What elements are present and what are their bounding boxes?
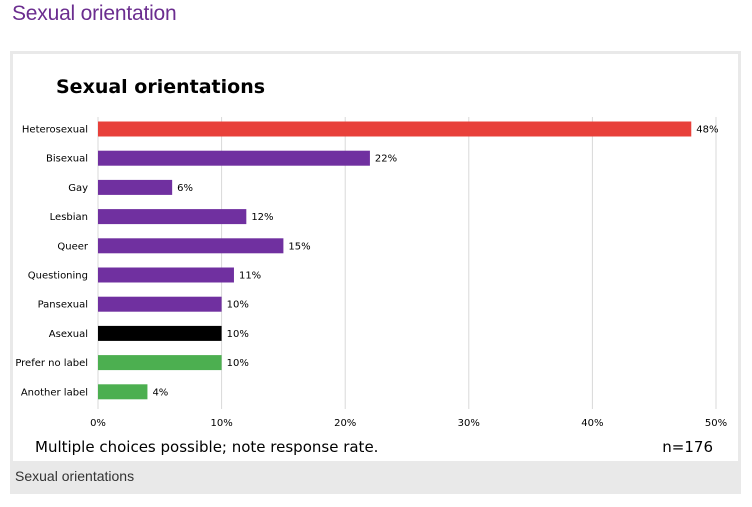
category-label: Pansexual [38,300,88,311]
page-title: Sexual orientation [12,2,177,25]
category-labels: Heterosexual Bisexual Gay Lesbian Queer Quest… [15,125,89,399]
category-label: Queer [57,241,89,252]
data-label: 4% [152,387,168,398]
data-label: 6% [177,183,193,194]
data-label: 22% [375,154,397,165]
data-label: 10% [227,300,249,311]
x-tick-label: 50% [705,418,727,429]
data-label: 11% [239,271,261,282]
chart-note: Multiple choices possible; note response… [35,438,378,456]
figure-caption: Sexual orientations [15,468,135,484]
bar-questioning [98,267,234,283]
x-tick-label: 30% [458,418,480,429]
chart-panel: Sexual orientations Heterosexual Bisexual… [13,54,738,461]
bar-lesbian [98,209,247,225]
bar-gay [98,179,173,195]
category-label: Lesbian [50,212,88,223]
sample-size: n=176 [662,438,713,456]
data-label: 10% [227,329,249,340]
data-label: 15% [288,241,310,252]
category-label: Gay [68,183,88,194]
category-label: Bisexual [46,154,88,165]
bar-heterosexual [98,121,692,137]
bar-chart: Sexual orientations Heterosexual Bisexual… [15,76,727,456]
bars [98,121,692,400]
data-label: 10% [227,358,249,369]
category-label: Another label [21,387,88,398]
bar-asexual [98,325,222,341]
data-label: 48% [696,125,718,136]
data-labels: 48% 22% 6% 12% 15% 11% 10% 10% 10% 4% [152,125,718,399]
category-label: Asexual [49,329,88,340]
bar-bisexual [98,150,370,166]
x-tick-label: 0% [90,418,106,429]
category-label: Prefer no label [15,358,88,369]
data-label: 12% [251,212,273,223]
x-tick-label: 20% [334,418,356,429]
chart-title: Sexual orientations [56,76,265,98]
bar-queer [98,238,284,254]
x-axis-tick-labels: 0% 10% 20% 30% 40% 50% [90,418,727,429]
bar-prefer-no-label [98,355,222,371]
bar-another-label [98,384,148,400]
x-tick-label: 40% [581,418,603,429]
category-label: Questioning [28,271,88,282]
figure: Sexual orientations Heterosexual Bisexual… [10,51,741,494]
bar-pansexual [98,296,222,312]
x-tick-label: 10% [210,418,232,429]
category-label: Heterosexual [22,125,88,136]
